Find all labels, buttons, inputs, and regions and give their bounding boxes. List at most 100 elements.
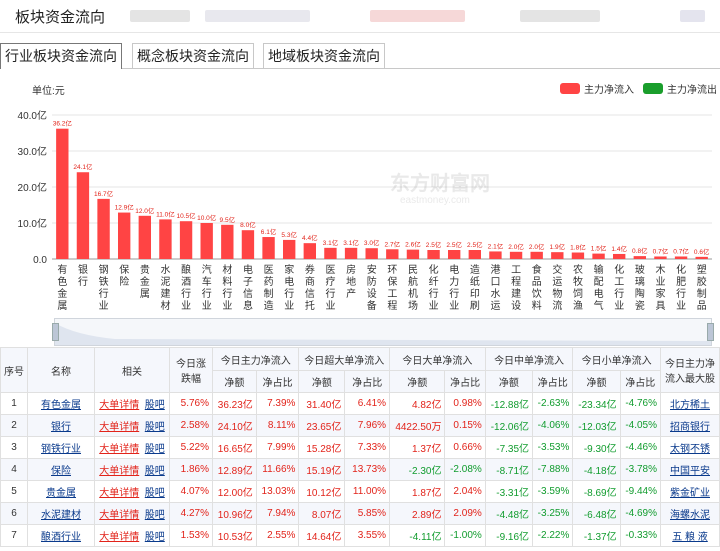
- row-name-link-text[interactable]: 保险: [51, 466, 71, 477]
- legend-inflow[interactable]: 主力净流入: [560, 81, 634, 96]
- bar-0[interactable]: [56, 128, 69, 259]
- forum-link[interactable]: 股吧: [144, 488, 165, 499]
- blurred-nav-item[interactable]: [520, 10, 600, 22]
- bar-6[interactable]: [179, 221, 193, 259]
- col-large-amount[interactable]: 净额: [389, 370, 446, 393]
- bar-16[interactable]: [386, 249, 399, 259]
- col-change[interactable]: 今日涨跌幅: [169, 347, 213, 393]
- row-super-ratio-text: 5.85%: [357, 508, 387, 519]
- bar-17[interactable]: [406, 249, 420, 259]
- bar-4[interactable]: [138, 215, 151, 259]
- bar-15[interactable]: [365, 248, 378, 259]
- bar-7[interactable]: [200, 223, 213, 259]
- big-order-detail-link[interactable]: 大单详情: [99, 466, 140, 477]
- col-main-amount[interactable]: 净额: [212, 370, 257, 393]
- forum-link[interactable]: 股吧: [144, 400, 165, 411]
- row-name-link-text[interactable]: 有色金属: [41, 400, 81, 411]
- row-main-amount: 36.23亿: [212, 392, 257, 415]
- bar-19[interactable]: [448, 250, 461, 259]
- col-name[interactable]: 名称: [27, 347, 95, 393]
- row-top-stock-link-text[interactable]: 北方稀土: [670, 400, 710, 411]
- blurred-nav-item[interactable]: [370, 10, 465, 22]
- forum-link[interactable]: 股吧: [144, 422, 165, 433]
- forum-link[interactable]: 股吧: [144, 510, 165, 521]
- x-tick-label: 农牧饲渔: [573, 263, 583, 312]
- row-top-stock-link-text[interactable]: 紫金矿业: [670, 488, 710, 499]
- bar-5[interactable]: [159, 219, 172, 259]
- big-order-detail-link[interactable]: 大单详情: [99, 400, 140, 411]
- row-main-ratio: 7.94%: [255, 502, 300, 525]
- bar-24[interactable]: [551, 252, 564, 259]
- legend-outflow[interactable]: 主力净流出: [643, 81, 717, 96]
- bar-14[interactable]: [344, 247, 358, 259]
- row-large-amount-text: 4422.50万: [395, 422, 442, 433]
- bar-21[interactable]: [489, 251, 502, 259]
- row-large-amount: 1.37亿: [389, 436, 446, 459]
- row-top-stock-link-text[interactable]: 海螺水泥: [670, 510, 710, 521]
- row-super-amount: 8.07亿: [298, 502, 346, 525]
- col-super-amount[interactable]: 净额: [298, 370, 346, 393]
- bar-29[interactable]: [654, 256, 667, 259]
- big-order-detail-link[interactable]: 大单详情: [99, 422, 140, 433]
- blurred-nav-item[interactable]: [205, 10, 310, 22]
- blurred-nav-item[interactable]: [680, 10, 705, 22]
- bar-25[interactable]: [571, 252, 585, 259]
- forum-link[interactable]: 股吧: [144, 466, 165, 477]
- col-main-ratio[interactable]: 净占比: [255, 370, 300, 393]
- col-super-ratio[interactable]: 净占比: [344, 370, 391, 393]
- bar-31[interactable]: [695, 256, 708, 259]
- big-order-detail-link[interactable]: 大单详情: [99, 532, 140, 543]
- bar-18[interactable]: [427, 250, 440, 259]
- bar-27[interactable]: [613, 253, 626, 259]
- row-super-amount-text: 14.64亿: [306, 532, 342, 543]
- bar-26[interactable]: [592, 253, 605, 259]
- col-medium-amount[interactable]: 净额: [484, 370, 534, 393]
- row-name-link-text[interactable]: 贵金属: [46, 488, 76, 499]
- bar-22[interactable]: [509, 251, 523, 259]
- bar-1[interactable]: [76, 172, 90, 259]
- col-small-amount[interactable]: 净额: [572, 370, 621, 393]
- row-name-link-text[interactable]: 银行: [51, 422, 71, 433]
- row-name-link-text[interactable]: 酿酒行业: [41, 532, 81, 543]
- big-order-detail-link[interactable]: 大单详情: [99, 444, 140, 455]
- bar-10[interactable]: [262, 237, 275, 259]
- big-order-detail-link[interactable]: 大单详情: [99, 488, 140, 499]
- row-top-stock-link-text[interactable]: 五 粮 液: [672, 532, 708, 543]
- row-small-ratio: -4.46%: [619, 436, 662, 459]
- bar-28[interactable]: [633, 256, 646, 259]
- table-row: 1 有色金属 大单详情 股吧 5.76% 36.23亿 7.39% 31.40亿 6.41% 4…: [0, 392, 720, 415]
- chart-zoom-slider[interactable]: [52, 318, 714, 346]
- bar-8[interactable]: [221, 224, 234, 259]
- tab-region[interactable]: 地域板块资金流向: [263, 43, 385, 68]
- col-large-ratio[interactable]: 净占比: [444, 370, 486, 393]
- bar-12[interactable]: [303, 243, 316, 259]
- row-name-link-text[interactable]: 钢铁行业: [41, 444, 81, 455]
- bar-11[interactable]: [283, 239, 296, 259]
- row-top-stock-link-text[interactable]: 太钢不锈: [670, 444, 710, 455]
- bar-23[interactable]: [530, 251, 543, 259]
- slider-left-handle[interactable]: [52, 323, 59, 341]
- bar-3[interactable]: [118, 212, 131, 259]
- slider-preview: [55, 323, 711, 345]
- row-large-amount-text: 1.37亿: [412, 444, 442, 455]
- row-top-stock-link-text[interactable]: 招商银行: [670, 422, 710, 433]
- forum-link[interactable]: 股吧: [144, 532, 165, 543]
- bar-13[interactable]: [324, 247, 337, 259]
- tab-concept[interactable]: 概念板块资金流向: [132, 43, 254, 68]
- col-medium-ratio[interactable]: 净占比: [532, 370, 574, 393]
- bar-2[interactable]: [97, 198, 110, 259]
- bar-value-label: 1.9亿: [550, 242, 566, 251]
- slider-right-handle[interactable]: [707, 323, 714, 341]
- bar-20[interactable]: [468, 250, 481, 259]
- row-name-link-text[interactable]: 水泥建材: [41, 510, 81, 521]
- tab-industry[interactable]: 行业板块资金流向: [0, 43, 122, 69]
- row-top-stock-link-text[interactable]: 中国平安: [670, 466, 710, 477]
- bar-9[interactable]: [241, 230, 255, 259]
- col-small-ratio[interactable]: 净占比: [619, 370, 662, 393]
- forum-link[interactable]: 股吧: [144, 444, 165, 455]
- blurred-nav-item[interactable]: [130, 10, 190, 22]
- col-top-stock: 今日主力净流入最大股: [660, 347, 720, 393]
- row-small-amount-text: -1.37亿: [583, 532, 617, 543]
- bar-30[interactable]: [674, 256, 688, 259]
- big-order-detail-link[interactable]: 大单详情: [99, 510, 140, 521]
